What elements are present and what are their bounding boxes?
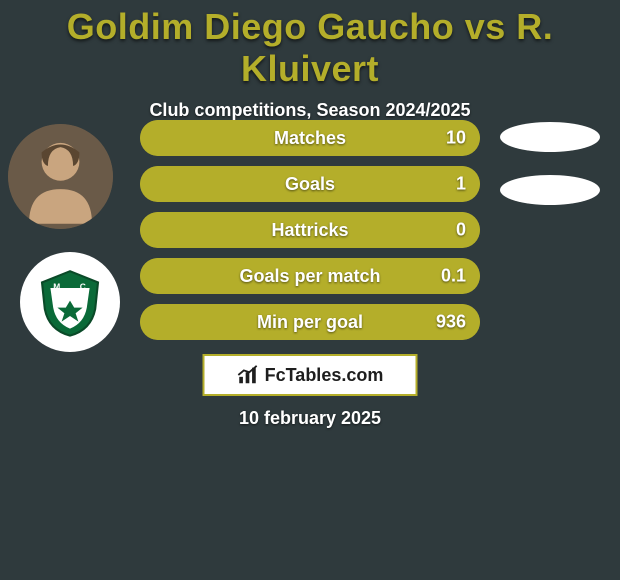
- comparison-card: Goldim Diego Gaucho vs R. Kluivert Club …: [0, 0, 620, 580]
- stat-value: 10: [446, 128, 466, 149]
- stat-row: Goals 1: [140, 166, 480, 202]
- stat-value: 0: [456, 220, 466, 241]
- stat-label: Goals: [140, 174, 480, 195]
- stat-label: Min per goal: [140, 312, 480, 333]
- shield-icon: M C: [35, 267, 105, 337]
- opponent-club-placeholder: [500, 175, 600, 205]
- bar-chart-icon: [237, 364, 259, 386]
- brand-badge: FcTables.com: [203, 354, 418, 396]
- brand-text: FcTables.com: [265, 365, 384, 386]
- club-badge: M C: [20, 252, 120, 352]
- player-avatar: [8, 124, 113, 229]
- stat-value: 1: [456, 174, 466, 195]
- stat-value: 0.1: [441, 266, 466, 287]
- stat-row: Min per goal 936: [140, 304, 480, 340]
- stat-label: Goals per match: [140, 266, 480, 287]
- stat-label: Matches: [140, 128, 480, 149]
- page-title: Goldim Diego Gaucho vs R. Kluivert: [0, 0, 620, 90]
- opponent-avatar-placeholder: [500, 122, 600, 152]
- stat-row: Goals per match 0.1: [140, 258, 480, 294]
- svg-text:M: M: [53, 281, 60, 291]
- stat-value: 936: [436, 312, 466, 333]
- stat-row: Matches 10: [140, 120, 480, 156]
- person-icon: [8, 124, 113, 229]
- stat-row: Hattricks 0: [140, 212, 480, 248]
- stats-bars: Matches 10 Goals 1 Hattricks 0 Goals per…: [140, 120, 480, 350]
- date-text: 10 february 2025: [239, 408, 381, 429]
- svg-text:C: C: [80, 281, 86, 291]
- stat-label: Hattricks: [140, 220, 480, 241]
- season-subtitle: Club competitions, Season 2024/2025: [0, 100, 620, 121]
